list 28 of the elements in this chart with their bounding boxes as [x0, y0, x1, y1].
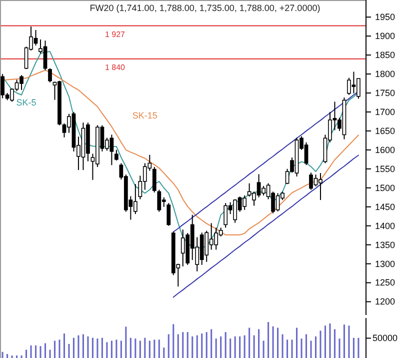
y-tick-label: 1750: [374, 88, 396, 98]
line-series: [2, 70, 359, 236]
candlestick: [48, 68, 52, 83]
y-tick-label: 1700: [374, 106, 396, 117]
y-tick-label: 1550: [374, 164, 396, 174]
y-tick-label: 1300: [374, 258, 396, 269]
candlestick: [114, 149, 118, 162]
y-tick-label: 1950: [374, 12, 396, 22]
y-tick-label: 1450: [374, 202, 396, 212]
text: 50000: [372, 333, 398, 344]
series-label: SK-5: [16, 97, 36, 108]
y-tick-label: 1900: [374, 31, 396, 42]
chart-title: FW20 (1,741.00, 1,788.00, 1,735.00, 1,788.00, +27.0000): [90, 3, 320, 13]
line-series: [172, 154, 359, 298]
y-tick-label: 1800: [374, 69, 396, 80]
ref-line-label: 1 840: [104, 62, 126, 72]
y-tick-label: 1500: [374, 182, 396, 193]
candlestick: [166, 202, 171, 226]
y-tick-label: 1850: [374, 50, 396, 60]
y-tick-label: 1200: [374, 296, 396, 307]
y-tick-label: 1400: [374, 220, 396, 231]
candlestick: [152, 166, 156, 193]
ref-line-label: 1 927: [104, 30, 126, 39]
y-tick-label: 1350: [374, 240, 396, 250]
text: SK-15: [132, 110, 158, 120]
y-tick-label: 1250: [374, 278, 396, 288]
y-tick-label: 1650: [374, 126, 396, 136]
y-tick-label: 1600: [374, 144, 396, 155]
